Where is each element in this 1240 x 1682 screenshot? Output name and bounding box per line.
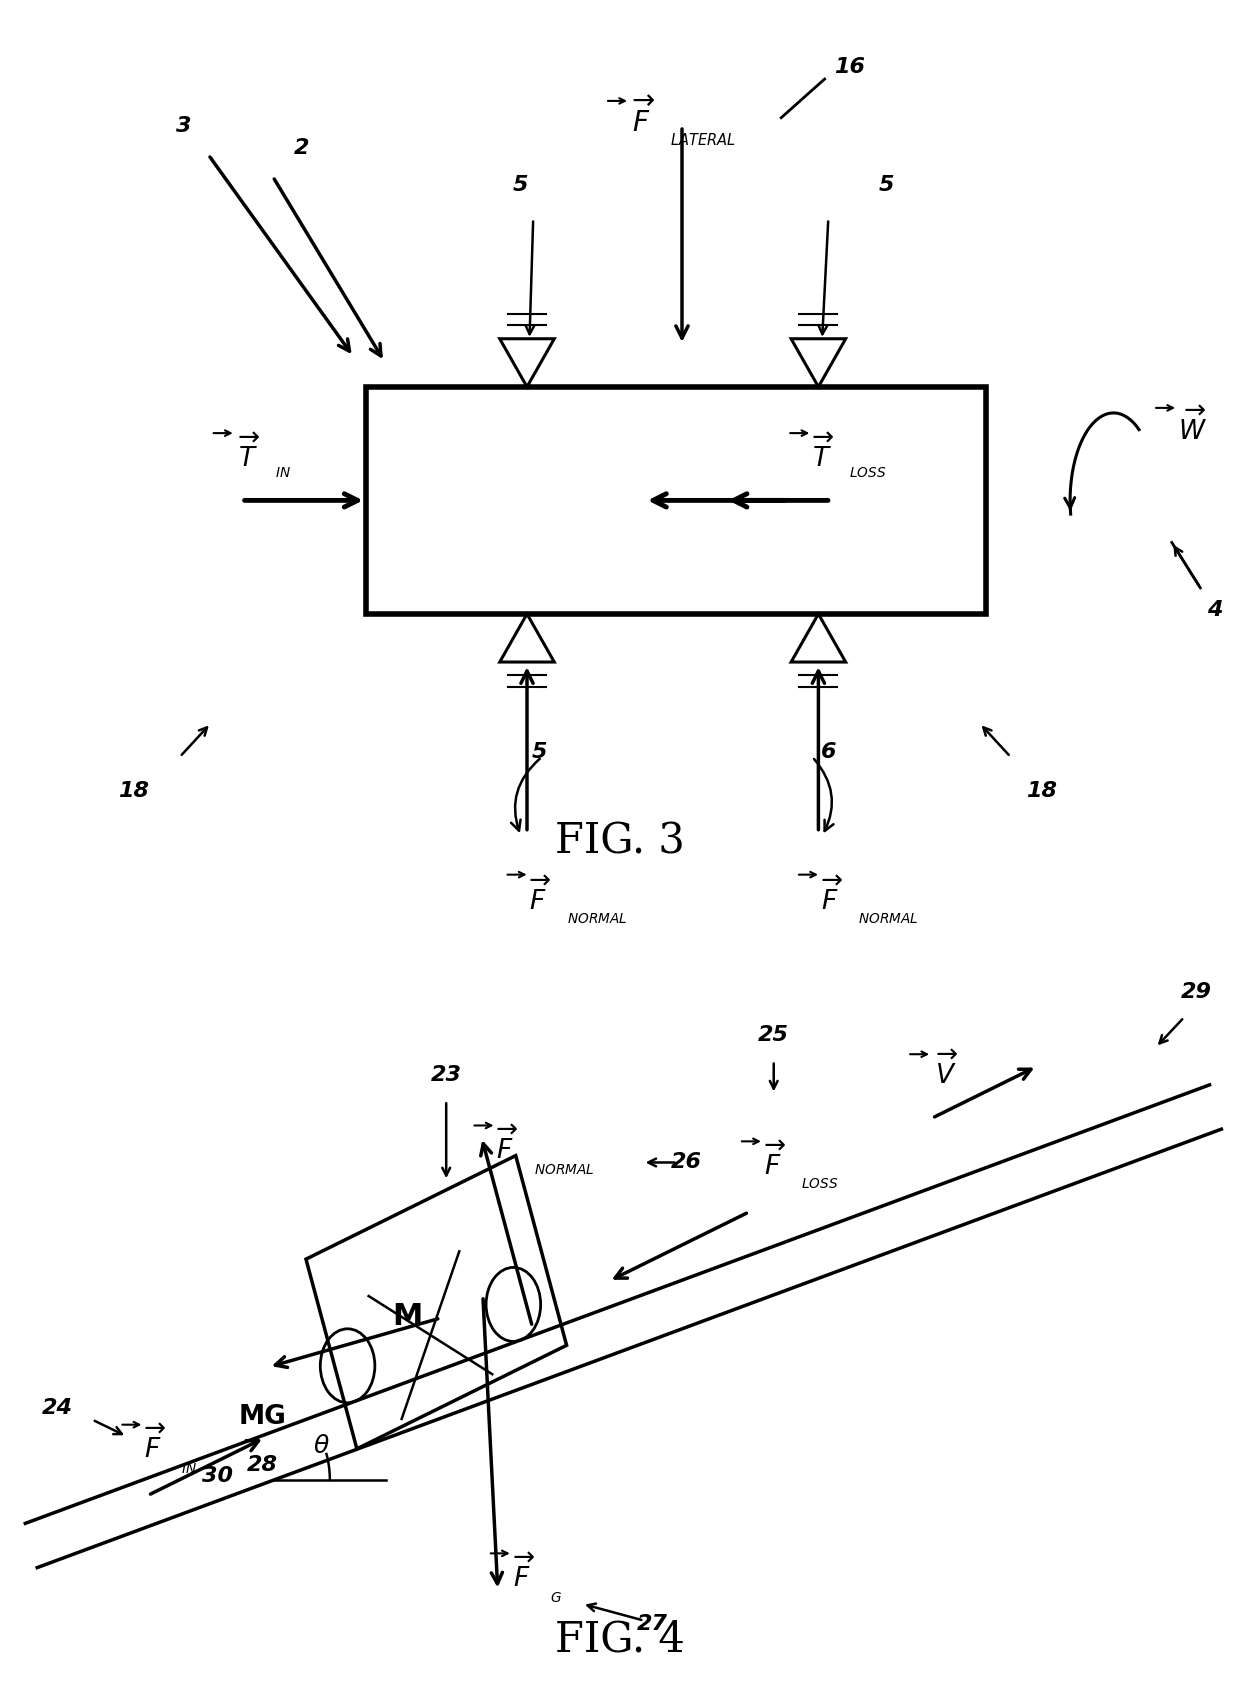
Text: 5: 5 [513,175,528,195]
Text: 29: 29 [1180,982,1211,1002]
Text: $\overrightarrow{F}$: $\overrightarrow{F}$ [529,878,551,915]
Text: 16: 16 [835,57,866,77]
Text: $\overrightarrow{T}$: $\overrightarrow{T}$ [812,434,833,473]
Text: MG: MG [239,1404,286,1430]
Text: $_{G}$: $_{G}$ [549,1586,562,1605]
Text: FIG. 4: FIG. 4 [556,1620,684,1660]
Text: $\overrightarrow{W}$: $\overrightarrow{W}$ [1178,407,1207,446]
Text: 30: 30 [201,1465,233,1485]
Text: $_{LOSS}$: $_{LOSS}$ [849,461,887,479]
Text: $_{IN}$: $_{IN}$ [181,1457,197,1477]
Text: $\overrightarrow{V}$: $\overrightarrow{V}$ [935,1051,957,1090]
Text: 27: 27 [637,1615,668,1633]
Text: $\overrightarrow{F}$: $\overrightarrow{F}$ [512,1554,534,1593]
Text: $\overrightarrow{F}$: $\overrightarrow{F}$ [496,1127,518,1166]
Text: 24: 24 [42,1398,73,1418]
Text: $\overrightarrow{F}$: $\overrightarrow{F}$ [764,1142,785,1181]
Text: $\overrightarrow{F}$: $\overrightarrow{F}$ [821,878,842,915]
Text: $_{LATERAL}$: $_{LATERAL}$ [670,128,735,148]
Text: $_{NORMAL}$: $_{NORMAL}$ [567,907,627,927]
Text: $\theta$: $\theta$ [312,1435,330,1458]
Text: 28: 28 [247,1455,278,1475]
Text: $_{NORMAL}$: $_{NORMAL}$ [858,907,919,927]
Text: 2: 2 [294,138,309,158]
Text: 18: 18 [118,780,149,801]
Text: $_{LOSS}$: $_{LOSS}$ [801,1172,838,1191]
Text: $\overrightarrow{F}$: $\overrightarrow{F}$ [144,1426,166,1463]
Text: $_{IN}$: $_{IN}$ [275,461,291,479]
Text: 5: 5 [532,742,547,762]
Text: $\overrightarrow{F}$: $\overrightarrow{F}$ [632,98,655,138]
Text: FIG. 3: FIG. 3 [556,821,684,861]
Text: 26: 26 [671,1152,702,1172]
Text: $\overrightarrow{T}$: $\overrightarrow{T}$ [238,434,259,473]
Text: 5: 5 [879,175,894,195]
Text: $_{NORMAL}$: $_{NORMAL}$ [533,1157,594,1177]
Text: M: M [392,1302,423,1330]
Text: 6: 6 [821,742,836,762]
Text: 3: 3 [176,116,191,136]
Bar [366,387,986,614]
Text: 23: 23 [430,1065,461,1085]
Text: 18: 18 [1025,780,1056,801]
Text: 4: 4 [1208,600,1223,619]
Text: 25: 25 [758,1026,789,1046]
